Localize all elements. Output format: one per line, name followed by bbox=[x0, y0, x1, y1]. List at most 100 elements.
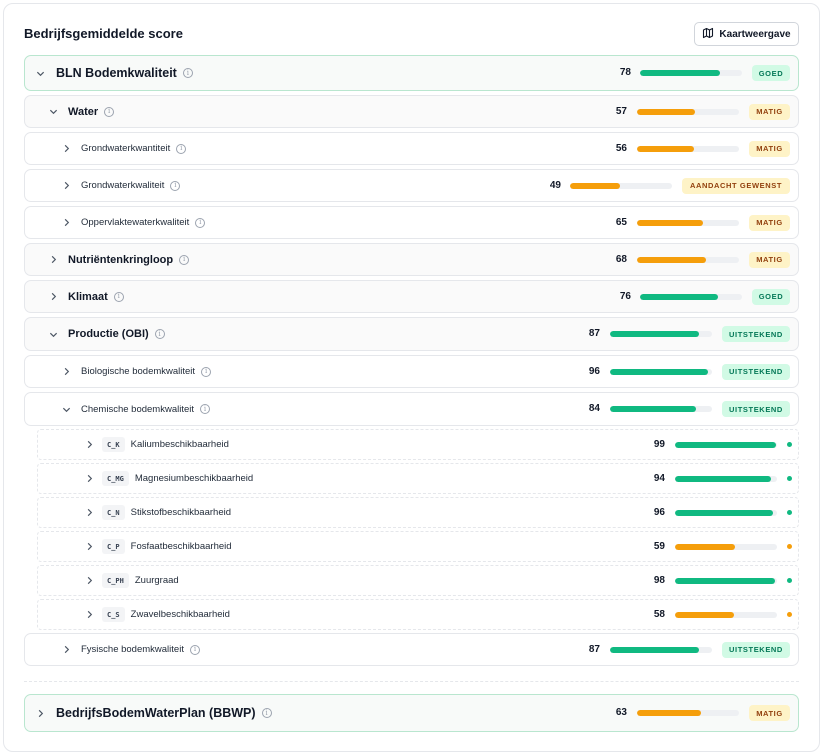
indicator-code: C_PH bbox=[102, 573, 129, 588]
info-icon[interactable]: i bbox=[179, 254, 190, 265]
indicator-row[interactable]: C_N Stikstofbeschikbaarheid 96 bbox=[37, 497, 799, 528]
score-bar bbox=[570, 182, 672, 189]
row-label: Klimaat bbox=[68, 290, 108, 303]
row-label-group: C_P Fosfaatbeschikbaarheid bbox=[102, 532, 232, 561]
score-row[interactable]: Oppervlaktewaterkwaliteit i 65 MATIG bbox=[24, 206, 799, 239]
score-row[interactable]: Grondwaterkwantiteit i 56 MATIG bbox=[24, 132, 799, 165]
chevron-right-icon[interactable] bbox=[85, 576, 94, 585]
score-value: 87 bbox=[588, 328, 600, 339]
info-icon[interactable]: i bbox=[261, 708, 272, 718]
row-label: Nutriëntenkringloop bbox=[68, 253, 174, 266]
indicator-code: C_P bbox=[102, 539, 125, 554]
info-icon[interactable]: i bbox=[201, 366, 212, 377]
status-badge: UITSTEKEND bbox=[722, 641, 790, 658]
indicator-row[interactable]: C_PH Zuurgraad 98 bbox=[37, 565, 799, 596]
map-view-button[interactable]: Kaartweergave bbox=[694, 22, 799, 46]
score-bar bbox=[637, 710, 739, 716]
indicator-row[interactable]: C_P Fosfaatbeschikbaarheid 59 bbox=[37, 531, 799, 562]
score-value: 58 bbox=[653, 608, 665, 620]
score-bar-fill bbox=[570, 182, 620, 189]
score-row[interactable]: BedrijfsBodemWaterPlan (BBWP) i 63 MATIG bbox=[24, 694, 799, 732]
info-icon[interactable]: i bbox=[189, 644, 200, 655]
score-bar-fill bbox=[610, 368, 708, 375]
row-label: BedrijfsBodemWaterPlan (BBWP) bbox=[56, 706, 256, 720]
row-label-group: Nutriëntenkringloop i bbox=[68, 244, 190, 275]
indicator-row[interactable]: C_MG Magnesiumbeschikbaarheid 94 bbox=[37, 463, 799, 494]
score-value: 94 bbox=[653, 472, 665, 484]
row-label: Productie (OBI) bbox=[68, 328, 149, 340]
row-label: Water bbox=[68, 105, 99, 118]
score-bar-fill bbox=[637, 256, 707, 263]
row-label-group: Water i bbox=[68, 96, 115, 127]
row-label-group: C_S Zwavelbeschikbaarheid bbox=[102, 600, 230, 629]
chevron-right-icon[interactable] bbox=[85, 610, 94, 619]
score-row[interactable]: Nutriëntenkringloop i 68 MATIG bbox=[24, 243, 799, 276]
row-label-group: Chemische bodemkwaliteit i bbox=[81, 393, 210, 425]
chevron-down-icon[interactable] bbox=[49, 330, 58, 339]
info-icon[interactable]: i bbox=[195, 217, 206, 228]
chevron-right-icon[interactable] bbox=[62, 367, 71, 376]
score-row[interactable]: Fysische bodemkwaliteit i 87 UITSTEKEND bbox=[24, 633, 799, 666]
score-row[interactable]: Klimaat i 76 GOED bbox=[24, 280, 799, 313]
chevron-right-icon[interactable] bbox=[62, 218, 71, 227]
chevron-right-icon[interactable] bbox=[85, 542, 94, 551]
chevron-down-icon[interactable] bbox=[36, 69, 45, 78]
score-bar-fill bbox=[640, 70, 720, 76]
chevron-right-icon[interactable] bbox=[62, 181, 71, 190]
score-row[interactable]: BLN Bodemkwaliteit i 78 GOED bbox=[24, 55, 799, 91]
score-row[interactable]: Chemische bodemkwaliteit i 84 UITSTEKEND bbox=[24, 392, 799, 426]
info-icon[interactable]: i bbox=[182, 68, 193, 78]
indicator-code: C_K bbox=[102, 437, 125, 452]
chevron-down-icon[interactable] bbox=[49, 107, 58, 116]
info-icon[interactable]: i bbox=[104, 106, 115, 117]
score-value: 56 bbox=[615, 142, 627, 154]
score-bar bbox=[637, 219, 739, 226]
row-label: Grondwaterkwaliteit bbox=[81, 180, 165, 191]
info-icon[interactable]: i bbox=[113, 291, 124, 302]
chevron-right-icon[interactable] bbox=[49, 255, 58, 264]
status-badge: UITSTEKEND bbox=[722, 363, 790, 380]
row-label-group: Fysische bodemkwaliteit i bbox=[81, 634, 200, 665]
status-dot bbox=[787, 612, 792, 617]
score-bar-fill bbox=[675, 475, 771, 482]
chevron-right-icon[interactable] bbox=[49, 292, 58, 301]
row-label-group: C_MG Magnesiumbeschikbaarheid bbox=[102, 464, 253, 493]
chevron-right-icon[interactable] bbox=[62, 645, 71, 654]
chevron-right-icon[interactable] bbox=[85, 440, 94, 449]
row-label-group: C_N Stikstofbeschikbaarheid bbox=[102, 498, 231, 527]
chevron-right-icon[interactable] bbox=[36, 709, 45, 718]
chevron-right-icon[interactable] bbox=[85, 474, 94, 483]
score-row[interactable]: Biologische bodemkwaliteit i 96 UITSTEKEND bbox=[24, 355, 799, 388]
chevron-down-icon[interactable] bbox=[62, 405, 71, 414]
status-badge: MATIG bbox=[749, 705, 790, 721]
row-label: Stikstofbeschikbaarheid bbox=[130, 507, 231, 518]
score-value: 98 bbox=[653, 574, 665, 586]
status-badge: MATIG bbox=[749, 103, 790, 120]
info-icon[interactable]: i bbox=[154, 329, 165, 339]
score-bar bbox=[610, 646, 712, 653]
info-icon[interactable]: i bbox=[176, 143, 187, 154]
row-label-group: Oppervlaktewaterkwaliteit i bbox=[81, 207, 206, 238]
score-row[interactable]: Productie (OBI) i 87 UITSTEKEND bbox=[24, 317, 799, 351]
score-bar bbox=[610, 331, 712, 337]
info-icon[interactable]: i bbox=[200, 404, 210, 414]
chevron-right-icon[interactable] bbox=[85, 508, 94, 517]
indicator-row[interactable]: C_S Zwavelbeschikbaarheid 58 bbox=[37, 599, 799, 630]
map-icon bbox=[702, 27, 714, 42]
score-bar bbox=[637, 108, 739, 115]
score-bar-fill bbox=[637, 108, 696, 115]
indicator-row[interactable]: C_K Kaliumbeschikbaarheid 99 bbox=[37, 429, 799, 460]
card-title: Bedrijfsgemiddelde score bbox=[24, 26, 183, 41]
row-label-group: Biologische bodemkwaliteit i bbox=[81, 356, 212, 387]
status-badge: UITSTEKEND bbox=[722, 401, 790, 417]
row-label: Fosfaatbeschikbaarheid bbox=[130, 541, 232, 552]
info-icon[interactable]: i bbox=[170, 180, 181, 191]
row-label: Zuurgraad bbox=[134, 575, 179, 586]
status-badge: MATIG bbox=[749, 140, 790, 157]
score-row[interactable]: Water i 57 MATIG bbox=[24, 95, 799, 128]
status-badge: MATIG bbox=[749, 214, 790, 231]
score-row[interactable]: Grondwaterkwaliteit i 49 AANDACHT GEWENST bbox=[24, 169, 799, 202]
score-value: 57 bbox=[615, 105, 627, 117]
chevron-right-icon[interactable] bbox=[62, 144, 71, 153]
score-value: 65 bbox=[615, 216, 627, 228]
